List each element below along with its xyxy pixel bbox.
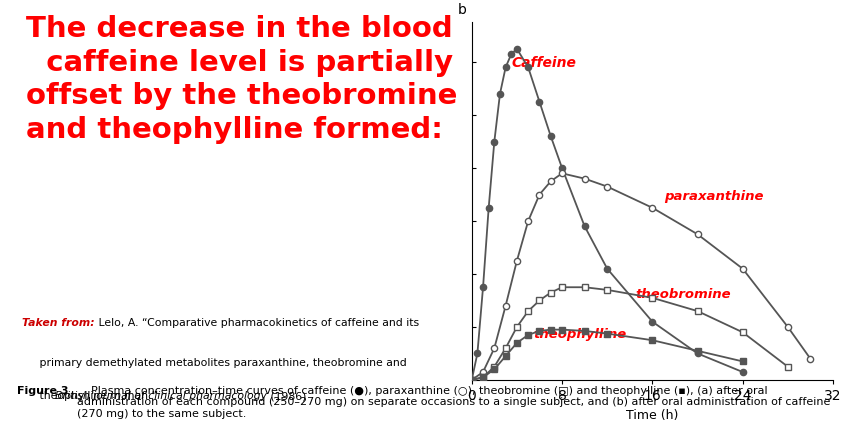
Text: theophylline in man.”: theophylline in man.” — [22, 391, 161, 401]
Text: theobromine: theobromine — [636, 288, 731, 301]
Text: Figure 3: Figure 3 — [17, 386, 68, 396]
Text: Plasma concentration–time curves of caffeine (●), paraxanthine (○), theobromine : Plasma concentration–time curves of caff… — [76, 386, 830, 419]
Text: The decrease in the blood
  caffeine level is partially
offset by the theobromin: The decrease in the blood caffeine level… — [26, 15, 457, 143]
Text: theophylline: theophylline — [534, 328, 627, 341]
Text: Taken from:: Taken from: — [22, 318, 94, 329]
X-axis label: Time (h): Time (h) — [626, 409, 678, 422]
Text: British journal of clinical pharmacology: British journal of clinical pharmacology — [55, 391, 267, 401]
Text: paraxanthine: paraxanthine — [664, 190, 763, 203]
Text: Caffeine: Caffeine — [511, 56, 576, 70]
Text: (1986): (1986) — [267, 391, 307, 401]
Text: b: b — [457, 3, 466, 17]
Text: Lelo, A. “Comparative pharmacokinetics of caffeine and its: Lelo, A. “Comparative pharmacokinetics o… — [94, 318, 419, 329]
Text: primary demethylated metabolites paraxanthine, theobromine and: primary demethylated metabolites paraxan… — [22, 358, 406, 367]
